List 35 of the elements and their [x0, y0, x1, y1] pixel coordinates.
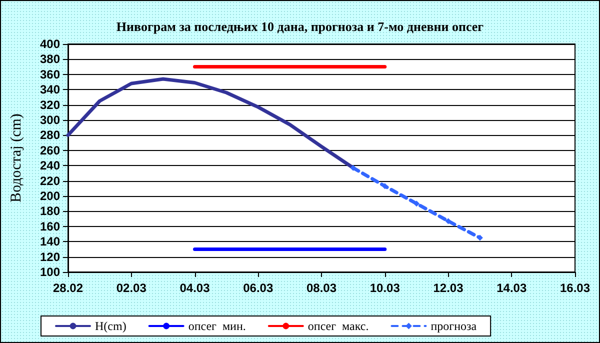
point — [476, 234, 483, 241]
y-tick-label: 400 — [40, 37, 60, 51]
x-tick-label: 16.03 — [560, 281, 590, 295]
point — [350, 164, 356, 171]
y-tick-label: 360 — [40, 67, 60, 82]
legend-label: H(cm) — [95, 319, 126, 333]
y-tick-label: 140 — [40, 234, 60, 249]
x-tick-label: 06.03 — [243, 281, 274, 295]
x-tick-label: 14.03 — [496, 281, 527, 295]
y-tick-label: 200 — [40, 189, 60, 203]
point — [414, 200, 420, 207]
y-tick-label: 320 — [40, 98, 60, 112]
legend-label: опсег макс. — [308, 319, 369, 333]
y-tick-label: 100 — [40, 265, 60, 279]
x-tick-label: 28.02 — [52, 281, 84, 295]
y-axis-title: Водостај (cm) — [8, 114, 24, 202]
chart-title: Нивограм за последњих 10 дана, прогноза и 7-мо дневни опсег — [116, 19, 484, 34]
legend-label: опсег мин. — [188, 319, 246, 333]
legend-label: прогноза — [430, 319, 478, 333]
x-tick-label: 04.03 — [180, 281, 210, 295]
y-tick-label: 380 — [40, 52, 60, 66]
y-tick-label: 340 — [40, 82, 60, 97]
y-tick-label: 240 — [40, 158, 60, 173]
y-tick-label: 160 — [40, 219, 60, 234]
x-tick-label: 12.03 — [433, 281, 464, 295]
point — [382, 183, 388, 190]
y-tick-label: 260 — [40, 143, 60, 158]
y-tick-label: 180 — [40, 204, 60, 218]
y-tick-label: 120 — [40, 250, 60, 264]
x-tick-label: 08.03 — [306, 281, 337, 295]
y-tick-label: 220 — [40, 174, 60, 188]
x-tick-label: 10.03 — [370, 281, 400, 295]
x-tick-label: 02.03 — [116, 281, 147, 295]
y-tick-label: 280 — [40, 128, 60, 142]
y-tick-label: 300 — [40, 113, 60, 127]
